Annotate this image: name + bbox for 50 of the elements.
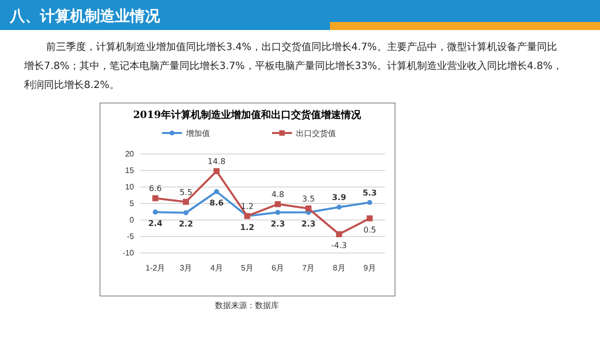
x-tick-label: 9月 [363,264,376,273]
point [182,198,189,205]
x-tick-label: 6月 [272,264,284,273]
y-tick-label: 5 [130,199,135,208]
point [305,205,312,212]
data-label: 1.2 [240,223,254,232]
y-tick-label: -5 [126,232,135,242]
x-tick-label: 3月 [180,264,192,273]
point [367,200,372,206]
x-tick-label: 4月 [210,264,223,273]
point [275,210,280,215]
x-tick-label: 8月 [332,264,346,273]
point [214,189,220,194]
data-label: 6.6 [148,184,162,194]
y-tick-label: 15 [125,166,135,176]
source-note: 数据来源：数据库 [215,301,279,310]
legend-label: 增加值 [185,129,210,138]
data-label: 0.5 [363,225,376,234]
text: 八、计算机制造业情况 [9,7,161,25]
data-label: 2.3 [270,219,285,228]
x-tick-label: 1-2月 [146,264,166,273]
point [152,210,158,215]
point [336,231,342,238]
data-label: 2.2 [178,220,194,229]
point [152,195,158,202]
legend-label: 出口交货值 [296,129,336,138]
data-label: 4.8 [271,190,284,200]
data-label: 2.3 [301,219,316,228]
data-label: 5.3 [362,188,377,198]
x-tick-label: 7月 [302,264,315,273]
data-label: -4.3 [331,241,347,250]
data-label: 14.8 [208,157,226,166]
data-label: 8.6 [209,198,224,208]
x-tick-label: 5月 [240,264,254,273]
y-tick-label: 0 [130,216,135,225]
point [274,201,281,208]
y-tick-label: 20 [125,150,135,159]
point [366,215,373,222]
point [183,210,188,216]
y-tick-label: 10 [125,182,135,192]
chart-title: 2019年计算机制造业增加值和出口交货值增速情况 [133,109,362,121]
data-label: 2.4 [148,219,163,228]
point [336,204,342,210]
text: 前三季度，计算机制造业增加值同比增长3.4%，出口交货值同比增长4.7%。主要产品中，微型计算机设备产量同比增长7.8%；其中，笔记本电脑产量同比增长3.7%，平板电脑产量同比增长33%。计算机制造业营业收入同比增长4.8%，利润同比增长8.2%。 [24,40,564,93]
data-label: 1.2 [240,202,254,212]
data-label: 3.5 [302,194,315,204]
data-label: 5.5 [180,188,192,197]
data-label: 3.9 [332,193,347,202]
y-tick-label: -10 [122,248,135,258]
point [214,168,220,174]
